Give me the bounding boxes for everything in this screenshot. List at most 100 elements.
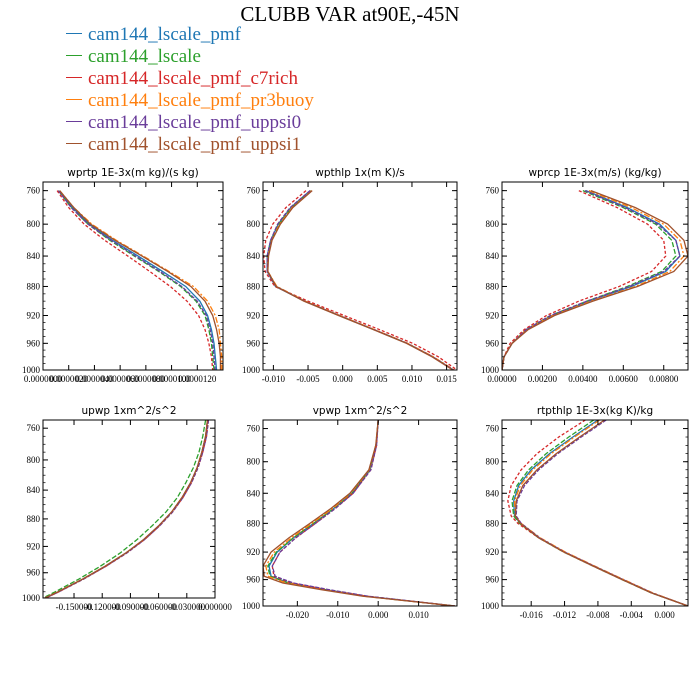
series-line bbox=[271, 420, 456, 606]
series-line bbox=[266, 190, 454, 370]
x-tick-label: 0.010 bbox=[408, 610, 429, 620]
series-line bbox=[268, 420, 456, 606]
y-tick-label: 840 bbox=[27, 251, 41, 261]
y-tick-label: 920 bbox=[27, 311, 41, 321]
legend-swatch bbox=[66, 99, 82, 101]
series-line bbox=[267, 420, 456, 606]
x-tick-label: 0.0000100 bbox=[152, 374, 191, 384]
y-tick-label: 960 bbox=[486, 575, 500, 585]
series-line bbox=[59, 190, 222, 370]
y-tick-label: 800 bbox=[27, 219, 41, 229]
plot-frame bbox=[262, 419, 458, 607]
y-tick-label: 760 bbox=[27, 423, 41, 433]
x-tick-label: -0.008 bbox=[586, 610, 610, 620]
y-tick-label: 760 bbox=[486, 424, 500, 434]
series-line bbox=[263, 190, 457, 370]
x-tick-label: 0.0000060 bbox=[101, 374, 140, 384]
chart-panel: upwp 1xm^2/s^2 760 800 840 880 920 960 1000 -0.1… bbox=[22, 405, 232, 612]
y-tick-label: 760 bbox=[247, 424, 261, 434]
y-tick-label: 800 bbox=[247, 219, 261, 229]
legend-item: cam144_lscale_pmf_pr3buoy bbox=[66, 90, 314, 112]
plot-frame bbox=[42, 419, 216, 599]
plot-frame bbox=[262, 181, 458, 371]
panel-title: wprtp 1E-3x(m kg)/(s kg) bbox=[67, 167, 198, 179]
x-tick-label: 0.0000080 bbox=[127, 374, 166, 384]
x-tick-label: 0.0000120 bbox=[178, 374, 217, 384]
chart-panel: wpthlp 1x(m K)/s7608008408809209601000-0… bbox=[242, 167, 458, 384]
y-tick-label: 880 bbox=[27, 281, 41, 291]
panel-title: rtpthlp 1E-3x(kg K)/kg bbox=[537, 405, 653, 417]
y-tick-label: 1000 bbox=[481, 601, 500, 611]
series-line bbox=[515, 420, 688, 606]
x-tick-label: 0.00400 bbox=[568, 374, 598, 384]
y-tick-label: 880 bbox=[247, 281, 261, 291]
y-tick-label: 880 bbox=[27, 514, 41, 524]
x-tick-label: 0.000 bbox=[368, 610, 389, 620]
y-tick-label: 840 bbox=[247, 251, 261, 261]
series-line bbox=[513, 420, 688, 606]
y-tick-label: 760 bbox=[486, 186, 500, 196]
series-line bbox=[263, 420, 456, 606]
legend-item: cam144_lscale_pmf_uppsi1 bbox=[66, 134, 314, 156]
plot-frame bbox=[501, 181, 689, 371]
chart-panel: rtpthlp 1E-3x(kg K)/kg 760 800 840 880 920 960… bbox=[481, 405, 689, 620]
legend: cam144_lscale_pmf cam144_lscale cam144_l… bbox=[66, 24, 314, 156]
y-tick-label: 920 bbox=[486, 547, 500, 557]
series-line bbox=[271, 420, 456, 606]
y-tick-label: 880 bbox=[247, 518, 261, 528]
y-tick-label: 960 bbox=[486, 338, 500, 348]
series-line bbox=[44, 420, 209, 598]
series-line bbox=[514, 420, 688, 606]
figure-title: CLUBB VAR at90E,-45N bbox=[240, 2, 460, 26]
x-tick-label: -0.090000 bbox=[112, 602, 149, 612]
y-tick-label: 1000 bbox=[242, 601, 261, 611]
legend-item: cam144_lscale_pmf bbox=[66, 24, 314, 46]
chart-panel: wprcp 1E-3x(m/s) (kg/kg) 760 800 840 880 920 9… bbox=[481, 167, 689, 384]
series-line bbox=[267, 190, 455, 370]
y-tick-label: 880 bbox=[486, 281, 500, 291]
chart-panel: vpwp 1xm^2/s^2 760 800 840 880 920 960 1000 -0.0… bbox=[242, 405, 458, 620]
series-line bbox=[265, 420, 456, 606]
chart-panel: wprtp 1E-3x(m kg)/(s kg) 760 800 840 880 920 9… bbox=[22, 167, 224, 384]
y-tick-label: 1000 bbox=[242, 365, 261, 375]
series-line bbox=[266, 190, 454, 370]
series-line bbox=[511, 420, 688, 606]
x-tick-label: 0.010 bbox=[402, 374, 423, 384]
y-tick-label: 1000 bbox=[22, 365, 41, 375]
legend-swatch bbox=[66, 55, 82, 57]
y-tick-label: 840 bbox=[486, 251, 500, 261]
x-tick-label: 0.0000020 bbox=[50, 374, 89, 384]
legend-label: cam144_lscale_pmf_c7rich bbox=[88, 68, 298, 89]
y-tick-label: 800 bbox=[27, 455, 41, 465]
x-tick-label: 0.000000 bbox=[198, 602, 232, 612]
y-tick-label: 920 bbox=[247, 547, 261, 557]
legend-label: cam144_lscale bbox=[88, 46, 201, 67]
series-line bbox=[45, 420, 210, 598]
x-tick-label: 0.0000040 bbox=[75, 374, 114, 384]
panel-title: upwp 1xm^2/s^2 bbox=[82, 405, 177, 417]
x-tick-label: 0.00600 bbox=[609, 374, 639, 384]
plot-frame bbox=[42, 181, 224, 371]
x-tick-label: 0.000 bbox=[655, 610, 676, 620]
legend-swatch bbox=[66, 77, 82, 79]
y-tick-label: 920 bbox=[247, 311, 261, 321]
legend-swatch bbox=[66, 33, 82, 35]
x-tick-label: -0.010 bbox=[262, 374, 286, 384]
y-tick-label: 880 bbox=[486, 518, 500, 528]
y-tick-label: 840 bbox=[27, 485, 41, 495]
series-line bbox=[502, 190, 681, 370]
legend-swatch bbox=[66, 121, 82, 123]
y-tick-label: 960 bbox=[247, 575, 261, 585]
y-tick-label: 800 bbox=[247, 457, 261, 467]
legend-label: cam144_lscale_pmf bbox=[88, 24, 242, 45]
x-tick-label: -0.004 bbox=[620, 610, 644, 620]
y-tick-label: 960 bbox=[27, 338, 41, 348]
x-tick-label: -0.005 bbox=[296, 374, 320, 384]
y-tick-label: 960 bbox=[247, 338, 261, 348]
panel-title: wprcp 1E-3x(m/s) (kg/kg) bbox=[528, 167, 661, 179]
y-tick-label: 920 bbox=[486, 311, 500, 321]
x-tick-label: -0.150000 bbox=[56, 602, 93, 612]
y-tick-label: 800 bbox=[486, 457, 500, 467]
legend-item: cam144_lscale bbox=[66, 46, 314, 68]
